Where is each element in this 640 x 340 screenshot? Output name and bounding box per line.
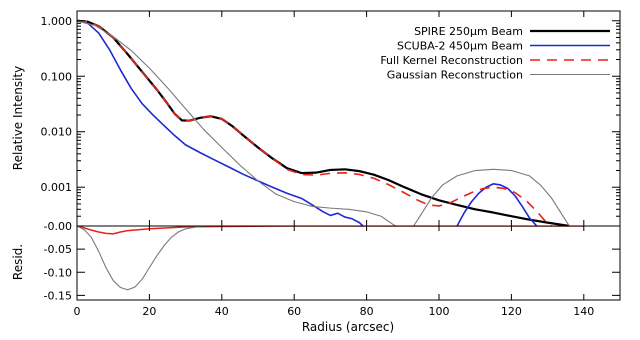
top-y-axis-label: Relative Intensity: [11, 66, 25, 170]
series-line-gaussian-reconstruction-2: [413, 168, 570, 226]
bottom-y-axis-label: Resid.: [11, 244, 25, 280]
bottom-y-tick-label: -0.10: [44, 266, 72, 279]
x-tick-label: 100: [429, 305, 450, 318]
legend-label-gaussian-reconstruction: Gaussian Reconstruction: [387, 69, 523, 82]
x-tick-label: 60: [287, 305, 301, 318]
x-axis-label: Radius (arcsec): [302, 320, 394, 334]
top-series-group: [77, 19, 570, 226]
residual-line-gaussian-reconstruction: [77, 226, 584, 291]
x-tick-label: 80: [360, 305, 374, 318]
top-ticks-group: 1.000 0.100 0.010 0.001: [41, 11, 620, 227]
series-line-scuba-2-450-m-beam-2: [456, 183, 538, 226]
top-y-tick-label: 0.100: [41, 70, 73, 83]
x-tick-label: 140: [573, 305, 594, 318]
bottom-ticks-group: 0 20 40 60 80 100 120 140 -0.00 -0.05 -0.10 -0.15: [44, 220, 620, 318]
x-tick-label: 0: [74, 305, 81, 318]
bottom-panel: 0 20 40 60 80 100 120 140 -0.00 -0.05 -0.10 -0.15 R…: [11, 220, 621, 334]
bottom-y-tick-label: -0.00: [44, 220, 72, 233]
bottom-series-group: [77, 226, 584, 291]
series-line-gaussian-reconstruction: [77, 20, 396, 226]
series-line-scuba-2-450-m-beam: [77, 19, 364, 226]
x-tick-label: 40: [215, 305, 229, 318]
series-line-full-kernel-reconstruction: [77, 19, 552, 226]
x-tick-label: 20: [142, 305, 156, 318]
legend-label-spire-250-m-beam: SPIRE 250µm Beam: [414, 25, 523, 38]
legend-label-scuba-2-450-m-beam: SCUBA-2 450µm Beam: [397, 40, 523, 53]
top-y-tick-label: 1.000: [41, 15, 73, 28]
top-y-tick-label: 0.010: [41, 126, 73, 139]
x-tick-label: 120: [501, 305, 522, 318]
top-y-tick-label: 0.001: [41, 181, 73, 194]
legend-label-full-kernel-reconstruction: Full Kernel Reconstruction: [380, 54, 523, 67]
residual-line-full-kernel-reconstruction: [77, 226, 584, 235]
bottom-y-tick-label: -0.05: [44, 243, 72, 256]
bottom-plot-frame: [76, 225, 621, 301]
bottom-y-tick-label: -0.15: [44, 289, 72, 302]
top-plot-frame: [76, 10, 621, 227]
